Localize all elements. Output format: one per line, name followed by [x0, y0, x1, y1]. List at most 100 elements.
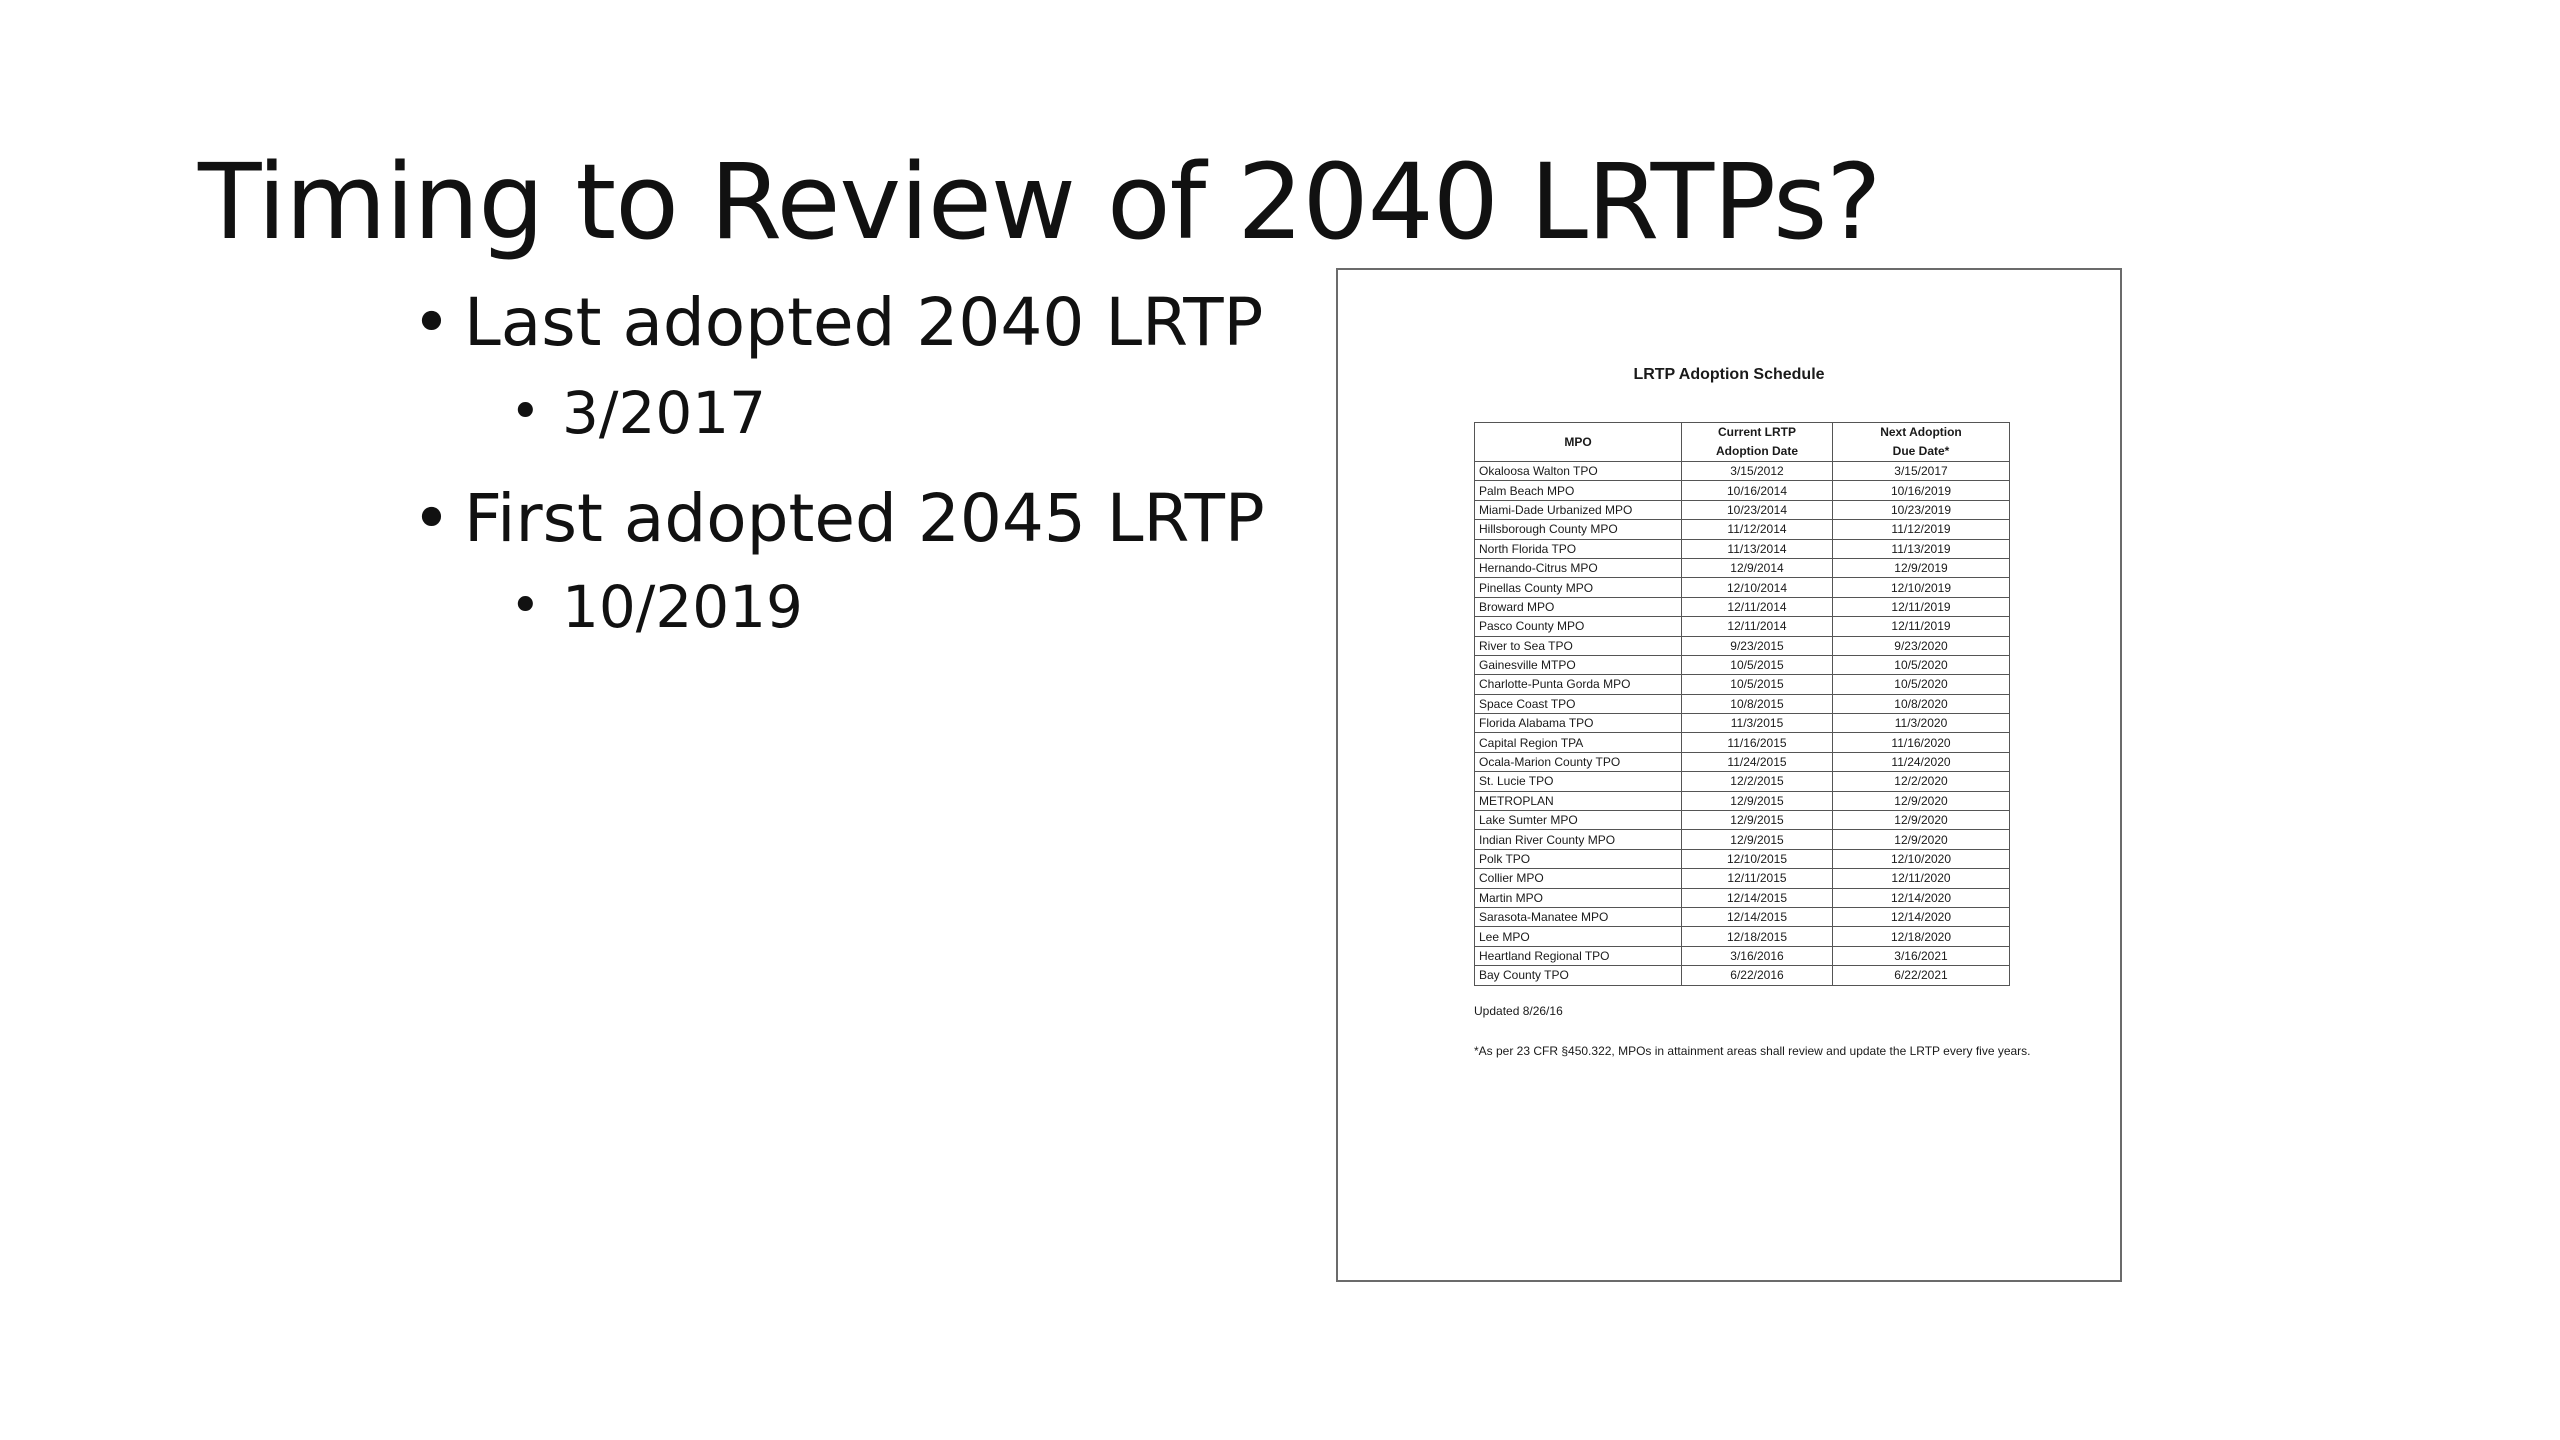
bullet-list: • Last adopted 2040 LRTP • 3/2017 • Firs… — [412, 284, 1265, 637]
table-row: Pasco County MPO 12/11/2014 12/11/2019 — [1474, 616, 2010, 637]
cell-next-due: 9/23/2020 — [1832, 635, 2010, 656]
cell-next-due: 12/9/2020 — [1832, 829, 2010, 850]
cell-current-adoption: 12/11/2015 — [1681, 868, 1833, 889]
cell-current-adoption: 10/16/2014 — [1681, 480, 1833, 501]
table-header-row: MPO Current LRTP Adoption Date Next Adopt… — [1474, 422, 2010, 462]
table-row: Hillsborough County MPO 11/12/2014 11/12/2… — [1474, 519, 2010, 540]
cell-next-due: 10/8/2020 — [1832, 693, 2010, 715]
cell-mpo: Pinellas County MPO — [1474, 577, 1682, 598]
cell-current-adoption: 12/11/2014 — [1681, 616, 1833, 637]
cell-next-due: 12/9/2019 — [1832, 557, 2010, 579]
cell-next-due: 3/15/2017 — [1832, 460, 2010, 482]
cell-next-due: 12/2/2020 — [1832, 771, 2010, 792]
bullet-text: First adopted 2045 LRTP — [464, 480, 1265, 557]
adoption-schedule-table: MPO Current LRTP Adoption Date Next Adopt… — [1474, 422, 2010, 986]
table-row: Polk TPO 12/10/2015 12/10/2020 — [1474, 848, 2010, 870]
cell-mpo: Florida Alabama TPO — [1474, 713, 1682, 734]
cell-current-adoption: 12/14/2015 — [1681, 887, 1833, 908]
cell-next-due: 12/18/2020 — [1832, 926, 2010, 947]
cell-next-due: 6/22/2021 — [1832, 965, 2010, 986]
table-body: Okaloosa Walton TPO 3/15/2012 3/15/2017 Pal… — [1474, 460, 2010, 986]
cell-mpo: METROPLAN — [1474, 790, 1682, 812]
cell-next-due: 12/11/2020 — [1832, 868, 2010, 889]
cell-next-due: 12/14/2020 — [1832, 906, 2010, 928]
table-row: Florida Alabama TPO 11/3/2015 11/3/2020 — [1474, 713, 2010, 734]
bullet-dot-icon: • — [412, 480, 451, 557]
cell-next-due: 12/9/2020 — [1832, 810, 2010, 831]
table-row: Bay County TPO 6/22/2016 6/22/2021 — [1474, 965, 2010, 986]
cell-next-due: 10/16/2019 — [1832, 480, 2010, 501]
cell-next-due: 12/11/2019 — [1832, 596, 2010, 618]
footnote: *As per 23 CFR §450.322, MPOs in attainm… — [1474, 1044, 2031, 1058]
cell-next-due: 11/3/2020 — [1832, 713, 2010, 734]
cell-mpo: Polk TPO — [1474, 848, 1682, 870]
cell-mpo: Broward MPO — [1474, 596, 1682, 618]
cell-mpo: Miami-Dade Urbanized MPO — [1474, 499, 1682, 521]
cell-current-adoption: 10/5/2015 — [1681, 674, 1833, 695]
table-row: Collier MPO 12/11/2015 12/11/2020 — [1474, 868, 2010, 889]
cell-next-due: 12/10/2020 — [1832, 848, 2010, 870]
cell-mpo: Sarasota-Manatee MPO — [1474, 906, 1682, 928]
cell-mpo: Ocala-Marion County TPO — [1474, 751, 1682, 773]
cell-current-adoption: 12/10/2015 — [1681, 848, 1833, 870]
cell-current-adoption: 12/9/2015 — [1681, 790, 1833, 812]
table-row: Ocala-Marion County TPO 11/24/2015 11/24/2… — [1474, 751, 2010, 773]
cell-mpo: North Florida TPO — [1474, 538, 1682, 559]
cell-next-due: 10/5/2020 — [1832, 674, 2010, 695]
cell-next-due: 11/12/2019 — [1832, 519, 2010, 540]
cell-current-adoption: 12/2/2015 — [1681, 771, 1833, 792]
bullet-first-adopted-2045: • First adopted 2045 LRTP — [412, 486, 1265, 552]
table-row: St. Lucie TPO 12/2/2015 12/2/2020 — [1474, 771, 2010, 792]
cell-mpo: Okaloosa Walton TPO — [1474, 460, 1682, 482]
column-header-next-due: Next Adoption Due Date* — [1832, 422, 2010, 462]
cell-mpo: Palm Beach MPO — [1474, 480, 1682, 501]
cell-next-due: 12/10/2019 — [1832, 577, 2010, 598]
cell-mpo: Space Coast TPO — [1474, 693, 1682, 715]
bullet-text: 10/2019 — [562, 573, 803, 641]
cell-current-adoption: 12/18/2015 — [1681, 926, 1833, 947]
cell-current-adoption: 9/23/2015 — [1681, 635, 1833, 656]
updated-note: Updated 8/26/16 — [1474, 1004, 1563, 1018]
cell-next-due: 11/16/2020 — [1832, 732, 2010, 753]
table-row: Gainesville MTPO 10/5/2015 10/5/2020 — [1474, 654, 2010, 676]
cell-mpo: Hillsborough County MPO — [1474, 519, 1682, 540]
cell-current-adoption: 12/9/2014 — [1681, 557, 1833, 579]
cell-mpo: Heartland Regional TPO — [1474, 945, 1682, 967]
table-row: Heartland Regional TPO 3/16/2016 3/16/2021 — [1474, 945, 2010, 967]
cell-current-adoption: 10/5/2015 — [1681, 654, 1833, 676]
cell-current-adoption: 12/10/2014 — [1681, 577, 1833, 598]
cell-next-due: 3/16/2021 — [1832, 945, 2010, 967]
cell-next-due: 12/9/2020 — [1832, 790, 2010, 812]
cell-current-adoption: 11/12/2014 — [1681, 519, 1833, 540]
table-row: Pinellas County MPO 12/10/2014 12/10/2019 — [1474, 577, 2010, 598]
bullet-dot-icon: • — [510, 576, 541, 636]
cell-current-adoption: 11/13/2014 — [1681, 538, 1833, 559]
cell-current-adoption: 10/8/2015 — [1681, 693, 1833, 715]
table-row: Sarasota-Manatee MPO 12/14/2015 12/14/2020 — [1474, 906, 2010, 928]
column-header-current-adoption: Current LRTP Adoption Date — [1681, 422, 1833, 462]
cell-next-due: 12/11/2019 — [1832, 616, 2010, 637]
bullet-first-adopted-date: • 10/2019 — [510, 578, 1265, 636]
table-row: Hernando-Citrus MPO 12/9/2014 12/9/2019 — [1474, 557, 2010, 579]
cell-next-due: 12/14/2020 — [1832, 887, 2010, 908]
cell-current-adoption: 11/3/2015 — [1681, 713, 1833, 734]
cell-mpo: Bay County TPO — [1474, 965, 1682, 986]
cell-mpo: Capital Region TPA — [1474, 732, 1682, 753]
bullet-last-adopted-date: • 3/2017 — [510, 384, 1265, 442]
lrtp-schedule-document: LRTP Adoption Schedule MPO Current LRTP A… — [1336, 268, 2122, 1282]
bullet-dot-icon: • — [412, 284, 451, 361]
table-row: Lee MPO 12/18/2015 12/18/2020 — [1474, 926, 2010, 947]
column-header-mpo: MPO — [1474, 422, 1682, 462]
cell-mpo: Lake Sumter MPO — [1474, 810, 1682, 831]
table-row: Miami-Dade Urbanized MPO 10/23/2014 10/23/… — [1474, 499, 2010, 521]
table-row: Lake Sumter MPO 12/9/2015 12/9/2020 — [1474, 810, 2010, 831]
bullet-text: 3/2017 — [562, 379, 767, 447]
cell-mpo: Gainesville MTPO — [1474, 654, 1682, 676]
cell-current-adoption: 11/24/2015 — [1681, 751, 1833, 773]
cell-next-due: 11/13/2019 — [1832, 538, 2010, 559]
table-row: Broward MPO 12/11/2014 12/11/2019 — [1474, 596, 2010, 618]
table-row: River to Sea TPO 9/23/2015 9/23/2020 — [1474, 635, 2010, 656]
cell-current-adoption: 11/16/2015 — [1681, 732, 1833, 753]
cell-mpo: Charlotte-Punta Gorda MPO — [1474, 674, 1682, 695]
slide-title: Timing to Review of 2040 LRTPs? — [198, 141, 1881, 263]
